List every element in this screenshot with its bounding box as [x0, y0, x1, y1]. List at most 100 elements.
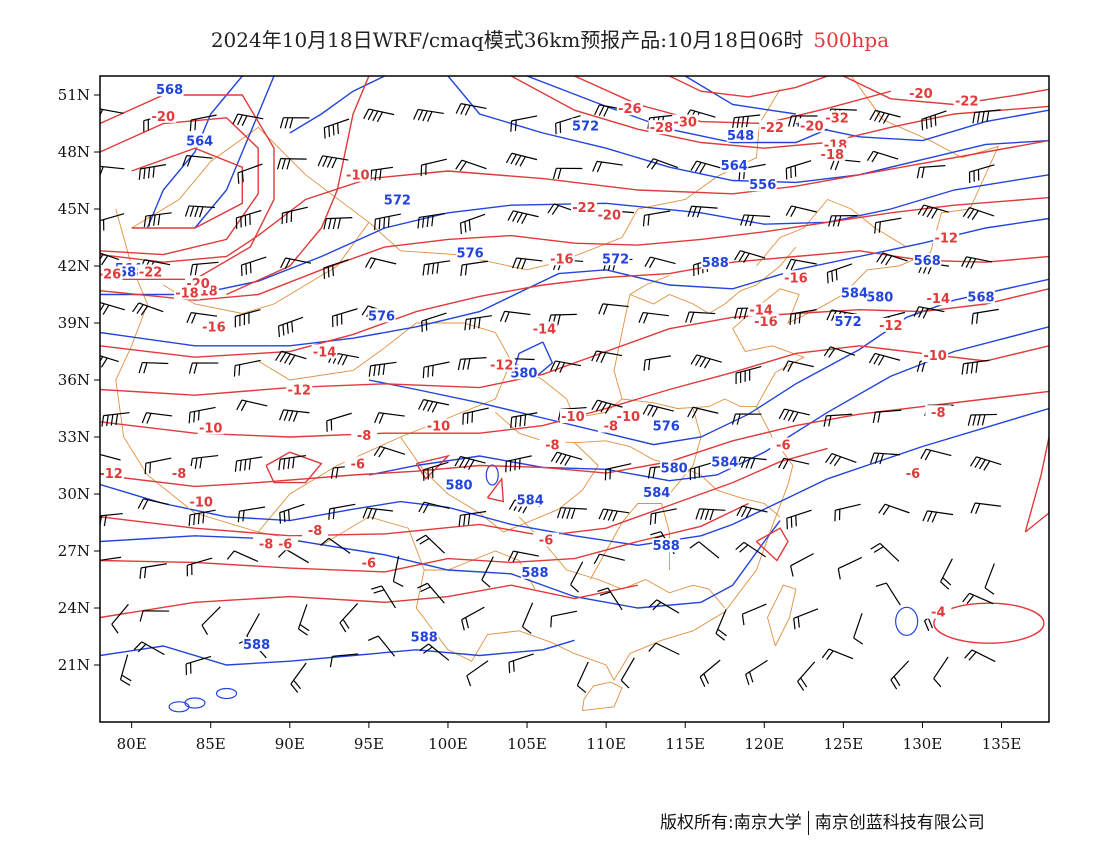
wind-barb-shaft [963, 359, 990, 365]
wind-barb-flag [133, 641, 143, 651]
wind-barb-flag [378, 218, 381, 230]
wind-barb-flag [694, 162, 702, 173]
wind-barb-flag [790, 206, 797, 218]
height-label-bg [966, 289, 995, 304]
wind-barb-flag [374, 219, 376, 231]
wind-barb-flag [972, 414, 977, 426]
wind-barb-flag [287, 509, 290, 521]
wind-barb-flag [559, 454, 567, 465]
wind-barb-flag [284, 258, 291, 270]
wind-barb-flag [734, 308, 739, 320]
wind-barb-flag [332, 264, 334, 276]
wind-barb-flag [649, 513, 652, 525]
temperature-label: -28 [650, 121, 674, 136]
title-text: 2024年10月18日WRF/cmaq模式36km预报产品:10月18日06时 [210, 28, 804, 52]
wind-barb-flag [329, 656, 333, 668]
wind-barb-flag [248, 458, 252, 470]
wind-barb-flag [378, 413, 385, 424]
wind-barb-flag [148, 215, 152, 227]
wind-barb-flag [510, 417, 513, 429]
wind-barb-flag [417, 217, 420, 229]
wind-barb-flag [977, 414, 981, 426]
wind-barb-flag [279, 352, 287, 363]
company-text: 南京创蓝科技有限公司 [814, 813, 985, 833]
wind-barb-shaft [236, 209, 262, 219]
wind-barb-flag [930, 116, 933, 128]
wind-barb-shaft [380, 445, 406, 455]
wind-barb-flag [717, 628, 727, 637]
temperature-label: -8 [308, 524, 322, 539]
temperature-label-bg [899, 466, 926, 480]
wind-barb-flag [139, 567, 142, 579]
wind-barb-flag [699, 676, 706, 688]
wind-barb-flag [233, 365, 236, 377]
wind-barb-flag [923, 620, 930, 632]
wind-barb-flag [792, 115, 797, 127]
wind-barb-shaft [853, 613, 863, 639]
wind-barb-flag [740, 457, 746, 468]
wind-barb-flag [376, 111, 383, 123]
wind-barb-flag [466, 675, 472, 687]
wind-barb-flag [878, 112, 885, 123]
wind-barb-flag [100, 357, 108, 368]
height-contour [194, 76, 275, 229]
footer-separator [807, 811, 809, 835]
wind-barb-shaft [111, 603, 129, 625]
wind-barb-shaft [278, 316, 304, 327]
border-line [767, 584, 797, 647]
wind-barb-flag [595, 351, 602, 363]
wind-barb-flag [368, 365, 372, 377]
wind-barb-flag [189, 206, 195, 217]
wind-barb-flag [283, 410, 289, 421]
wind-barb-flag [598, 508, 604, 520]
wind-barb-flag [317, 155, 324, 167]
wind-barb-flag [875, 582, 887, 587]
temperature-contour [100, 117, 259, 256]
wind-barb-flag [188, 412, 191, 424]
wind-barb-flag [370, 585, 382, 590]
wind-barb-flag [793, 618, 796, 630]
temperature-label-bg [770, 437, 797, 452]
wind-barb-flag [278, 409, 285, 421]
height-label: 576 [653, 420, 680, 435]
temperature-label: -16 [202, 321, 226, 336]
wind-barb-flag [821, 648, 830, 659]
temperature-label: -12 [288, 383, 312, 398]
wind-barb-flag [367, 635, 379, 642]
wind-barb-flag [367, 109, 374, 121]
temperature-label-bg [100, 266, 123, 281]
footer: 版权所有:南京大学 南京创蓝科技有限公司 [660, 808, 985, 835]
wind-barb-shaft [339, 603, 358, 624]
lat-tick-label: 30N [58, 485, 90, 503]
wind-barb-flag [459, 222, 462, 235]
wind-barb-flag [240, 400, 248, 412]
wind-barb-flag [648, 642, 657, 652]
wind-barb-flag [88, 354, 94, 363]
wind-barb-flag [110, 414, 114, 426]
height-contour [684, 76, 797, 115]
temperature-label-bg [819, 146, 846, 161]
temperature-label: -22 [139, 266, 163, 281]
wind-barb-flag [559, 362, 566, 373]
wind-barb-flag [514, 155, 522, 166]
wind-barb-flag [878, 221, 881, 233]
temperature-contour [100, 288, 1049, 396]
wind-barb-flag [138, 362, 143, 374]
wind-barb-flag [962, 592, 970, 603]
wind-barb-flag [879, 453, 885, 465]
lon-tick-label: 90E [275, 735, 305, 753]
wind-barb-flag [244, 459, 247, 471]
wind-barb-flag [607, 510, 614, 521]
wind-barb-flag [284, 117, 289, 129]
wind-barb-flag [512, 660, 515, 672]
wind-barb-flag [232, 113, 239, 125]
wind-barb-flag [648, 257, 656, 269]
temperature-label-bg [907, 86, 934, 100]
wind-barb-flag [837, 215, 842, 227]
wind-barb-shaft [100, 453, 121, 461]
wind-barb-flag [828, 348, 836, 358]
wind-barb-flag [550, 451, 558, 462]
wind-barb-shaft [461, 606, 485, 621]
wind-barb-flag [468, 219, 471, 231]
height-label: 572 [384, 193, 411, 208]
